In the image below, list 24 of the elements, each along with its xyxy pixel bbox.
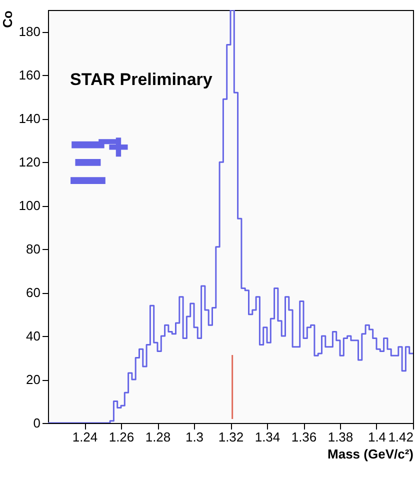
x-tick-label: 1.26 <box>108 430 134 444</box>
y-tick-label: 120 <box>18 154 40 170</box>
y-tick-label: 60 <box>26 285 40 300</box>
y-tick-label: 40 <box>26 328 40 344</box>
x-tick-label: 1.4 <box>368 430 386 444</box>
y-tick-label: 100 <box>18 198 40 214</box>
y-tick-label: 20 <box>26 372 40 388</box>
x-tick-label: 1.36 <box>291 430 317 444</box>
x-axis-title: Mass (GeV/c²) <box>328 446 414 462</box>
x-tick-label: 1.28 <box>145 430 171 444</box>
x-tick-label: 1.42 <box>388 430 414 444</box>
x-tick-label: 1.34 <box>254 430 280 444</box>
y-axis-title: Co <box>0 10 15 28</box>
x-tick-label: 1.32 <box>218 430 244 444</box>
y-tick-label: 160 <box>18 68 40 83</box>
x-tick-label: 1.24 <box>72 430 98 444</box>
annotation: Ξ̄⁺ <box>68 129 129 198</box>
annotation: STAR Preliminary <box>70 70 213 89</box>
x-tick-label: 1.3 <box>185 430 204 444</box>
y-tick-label: 180 <box>18 24 40 40</box>
y-tick-label: 140 <box>18 111 40 126</box>
y-tick-label: 0 <box>33 416 40 430</box>
y-tick-label: 80 <box>26 242 40 257</box>
x-tick-label: 1.38 <box>328 430 354 444</box>
